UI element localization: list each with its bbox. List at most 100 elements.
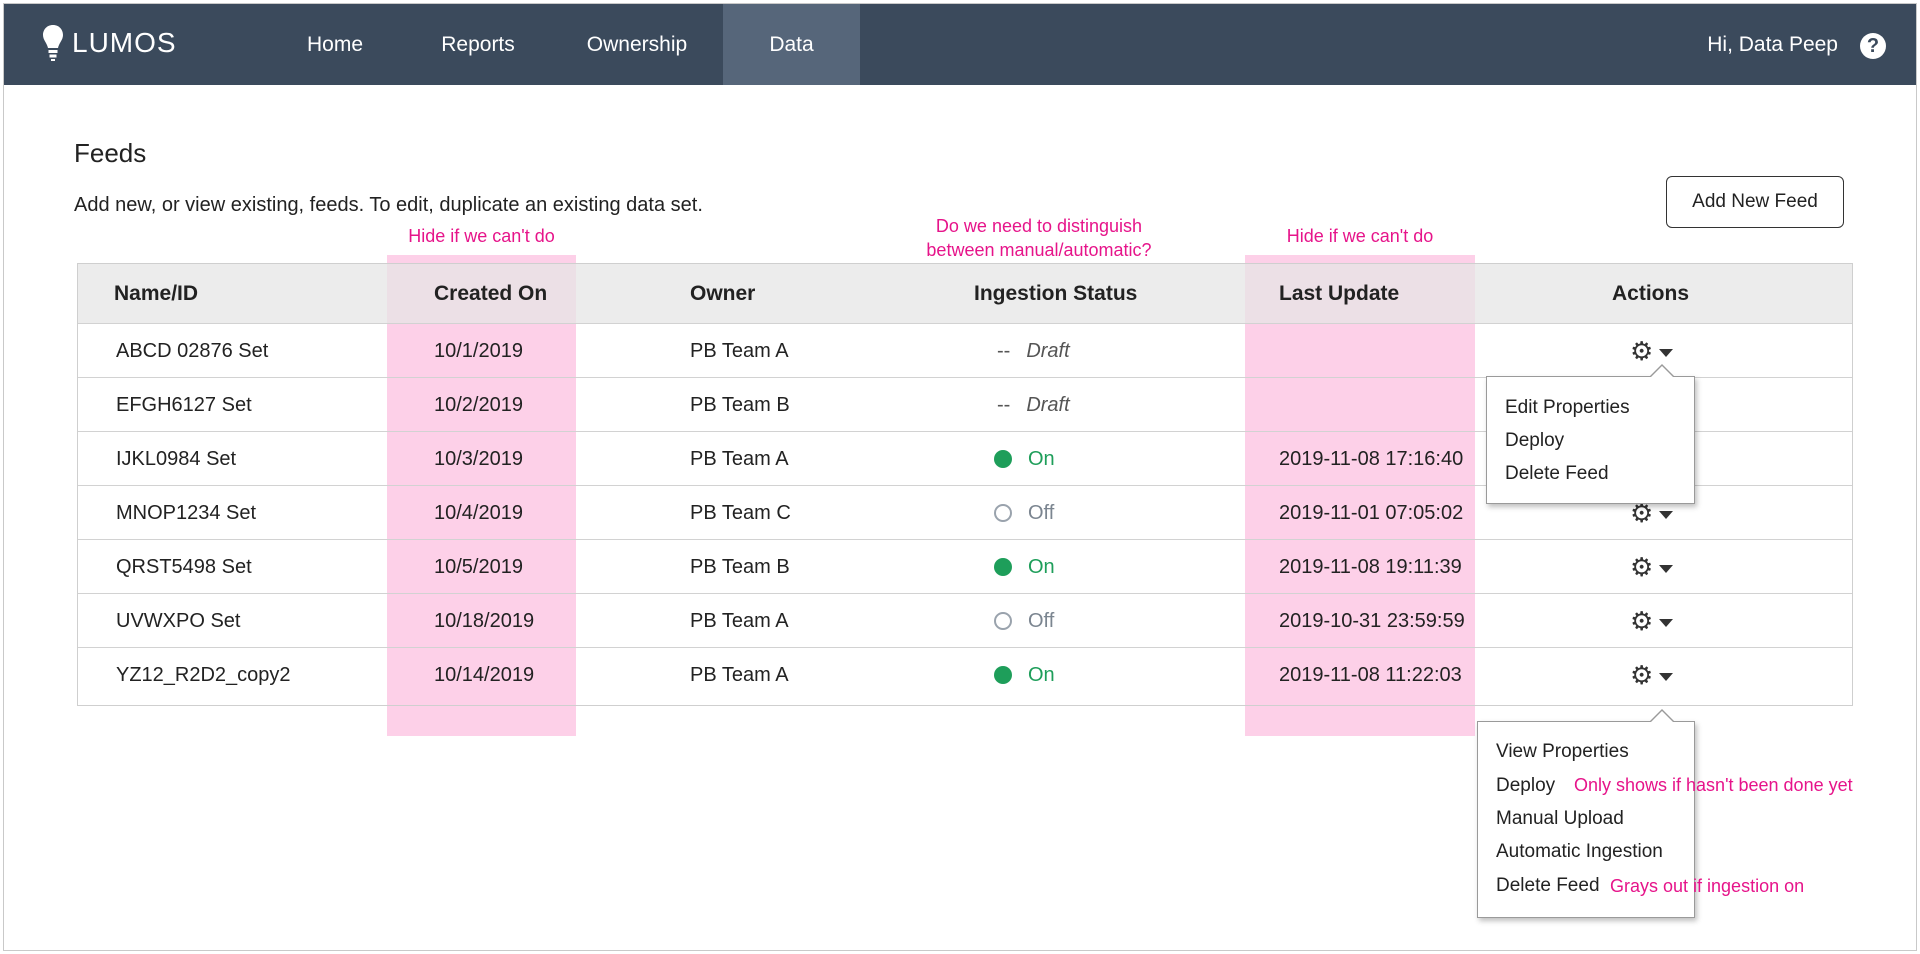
page-title: Feeds bbox=[74, 138, 147, 168]
page-description: Add new, or view existing, feeds. To edi… bbox=[74, 194, 703, 216]
cell-created-on: 10/1/2019 bbox=[434, 340, 523, 362]
cell-name[interactable]: YZ12_R2D2_copy2 bbox=[116, 664, 291, 686]
cell-name[interactable]: IJKL0984 Set bbox=[116, 448, 237, 470]
last-update-highlight bbox=[1245, 255, 1475, 736]
table-row[interactable]: EFGH6127 Set 10/2/2019 PB Team B -- Draf… bbox=[78, 377, 1852, 431]
chevron-down-icon[interactable] bbox=[1659, 349, 1674, 357]
cell-last-update: 2019-11-08 19:11:39 bbox=[1279, 556, 1462, 578]
nav-reports[interactable]: Reports bbox=[441, 33, 515, 56]
menu-pointer-inner bbox=[1650, 711, 1674, 723]
menu-automatic-ingestion[interactable]: Automatic Ingestion bbox=[1496, 841, 1663, 862]
chevron-down-icon[interactable] bbox=[1659, 565, 1674, 573]
cell-name[interactable]: ABCD 02876 Set bbox=[116, 340, 269, 362]
status-off-icon bbox=[994, 612, 1012, 630]
cell-last-update: 2019-11-01 07:05:02 bbox=[1279, 502, 1464, 524]
header-actions: Actions bbox=[1612, 282, 1690, 305]
status-dash: -- bbox=[997, 340, 1011, 362]
cell-last-update: 2019-11-08 11:22:03 bbox=[1279, 664, 1462, 686]
nav-data[interactable]: Data bbox=[723, 4, 860, 85]
menu-delete-feed[interactable]: Delete Feed bbox=[1505, 463, 1609, 484]
table-row[interactable]: UVWXPO Set 10/18/2019 PB Team A Off 2019… bbox=[78, 593, 1852, 647]
cell-name[interactable]: EFGH6127 Set bbox=[116, 394, 252, 416]
menu-edit-properties[interactable]: Edit Properties bbox=[1505, 397, 1630, 418]
cell-created-on: 10/4/2019 bbox=[434, 502, 523, 524]
status-text: On bbox=[1028, 448, 1055, 470]
table-header: Name/ID Created On Owner Ingestion Statu… bbox=[78, 264, 1852, 323]
row-actions[interactable]: ⚙ bbox=[1630, 324, 1674, 378]
logo[interactable]: LUMOS bbox=[42, 24, 177, 62]
row-actions[interactable]: ⚙ bbox=[1630, 594, 1674, 648]
user-greeting[interactable]: Hi, Data Peep bbox=[1707, 33, 1838, 56]
nav-ownership[interactable]: Ownership bbox=[586, 33, 688, 56]
cell-owner: PB Team A bbox=[690, 340, 789, 362]
status-on-icon bbox=[994, 558, 1012, 576]
row-actions[interactable]: ⚙ bbox=[1630, 486, 1674, 540]
menu-deploy[interactable]: Deploy bbox=[1496, 775, 1556, 796]
active-actions-menu: View Properties Deploy Manual Upload Aut… bbox=[1477, 709, 1695, 918]
cell-name[interactable]: MNOP1234 Set bbox=[116, 502, 257, 524]
chevron-down-icon[interactable] bbox=[1659, 673, 1674, 681]
row-actions[interactable]: ⚙ bbox=[1630, 648, 1674, 702]
menu-manual-upload[interactable]: Manual Upload bbox=[1496, 808, 1624, 829]
status-text: Draft bbox=[1026, 340, 1070, 362]
help-icon[interactable]: ? bbox=[1860, 33, 1886, 59]
last-update-note: Hide if we can't do bbox=[1286, 226, 1434, 246]
cell-created-on: 10/14/2019 bbox=[434, 664, 535, 686]
delete-note: Grays out if ingestion on bbox=[1610, 876, 1805, 896]
header-name[interactable]: Name/ID bbox=[114, 282, 199, 305]
cell-owner: PB Team A bbox=[690, 448, 789, 470]
nav-home[interactable]: Home bbox=[306, 33, 364, 56]
status-on-icon bbox=[994, 666, 1012, 684]
cell-owner: PB Team B bbox=[690, 556, 790, 578]
header-ingestion-status[interactable]: Ingestion Status bbox=[974, 282, 1138, 305]
cell-created-on: 10/18/2019 bbox=[434, 610, 535, 632]
cell-owner: PB Team A bbox=[690, 664, 789, 686]
header-last-update[interactable]: Last Update bbox=[1279, 282, 1400, 305]
lightbulb-icon bbox=[43, 25, 63, 61]
cell-created-on: 10/2/2019 bbox=[434, 394, 523, 416]
menu-deploy[interactable]: Deploy bbox=[1505, 430, 1565, 451]
top-nav: LUMOS Home Reports Ownership Data Hi, Da… bbox=[4, 4, 1916, 85]
status-on-icon bbox=[994, 450, 1012, 468]
header-created-on[interactable]: Created On bbox=[434, 282, 548, 305]
chevron-down-icon[interactable] bbox=[1659, 619, 1674, 627]
cell-ingestion-status: On bbox=[994, 540, 1055, 594]
table-row[interactable]: QRST5498 Set 10/5/2019 PB Team B On 2019… bbox=[78, 539, 1852, 593]
gear-icon[interactable]: ⚙ bbox=[1630, 660, 1654, 690]
menu-view-properties[interactable]: View Properties bbox=[1496, 741, 1629, 762]
table-row[interactable]: YZ12_R2D2_copy2 10/14/2019 PB Team A On … bbox=[78, 647, 1852, 701]
draft-actions-menu: Edit Properties Deploy Delete Feed bbox=[1486, 364, 1695, 504]
created-on-note: Hide if we can't do bbox=[408, 226, 555, 246]
add-new-feed-button[interactable]: Add New Feed bbox=[1666, 176, 1844, 228]
table-row[interactable]: ABCD 02876 Set 10/1/2019 PB Team A -- Dr… bbox=[78, 323, 1852, 377]
cell-owner: PB Team B bbox=[690, 394, 790, 416]
deploy-note: Only shows if hasn't been done yet bbox=[1574, 775, 1853, 795]
gear-icon[interactable]: ⚙ bbox=[1630, 606, 1654, 636]
cell-name[interactable]: UVWXPO Set bbox=[116, 610, 241, 632]
menu-delete-feed[interactable]: Delete Feed bbox=[1496, 875, 1600, 896]
status-text: On bbox=[1028, 556, 1055, 578]
chevron-down-icon[interactable] bbox=[1659, 511, 1674, 519]
table-row[interactable]: IJKL0984 Set 10/3/2019 PB Team A On 2019… bbox=[78, 431, 1852, 485]
gear-icon[interactable]: ⚙ bbox=[1630, 336, 1654, 366]
status-text: Off bbox=[1028, 610, 1055, 632]
menu-pointer-inner bbox=[1650, 366, 1674, 378]
header-owner[interactable]: Owner bbox=[690, 282, 756, 305]
row-actions[interactable]: ⚙ bbox=[1630, 540, 1674, 594]
cell-ingestion-status: On bbox=[994, 648, 1055, 702]
cell-last-update: 2019-10-31 23:59:59 bbox=[1279, 610, 1465, 632]
cell-name[interactable]: QRST5498 Set bbox=[116, 556, 252, 578]
created-on-highlight bbox=[387, 255, 576, 736]
table-row[interactable]: MNOP1234 Set 10/4/2019 PB Team C Off 201… bbox=[78, 485, 1852, 539]
cell-created-on: 10/3/2019 bbox=[434, 448, 523, 470]
app-window: LUMOS Home Reports Ownership Data Hi, Da… bbox=[3, 3, 1917, 951]
cell-owner: PB Team A bbox=[690, 610, 789, 632]
gear-icon[interactable]: ⚙ bbox=[1630, 498, 1654, 528]
status-dash: -- bbox=[997, 394, 1011, 416]
cell-created-on: 10/5/2019 bbox=[434, 556, 523, 578]
gear-icon[interactable]: ⚙ bbox=[1630, 552, 1654, 582]
cell-ingestion-status: -- Draft bbox=[997, 324, 1070, 378]
feeds-table: Name/ID Created On Owner Ingestion Statu… bbox=[77, 263, 1853, 706]
cell-ingestion-status: Off bbox=[994, 594, 1054, 648]
logo-text: LUMOS bbox=[72, 27, 177, 58]
